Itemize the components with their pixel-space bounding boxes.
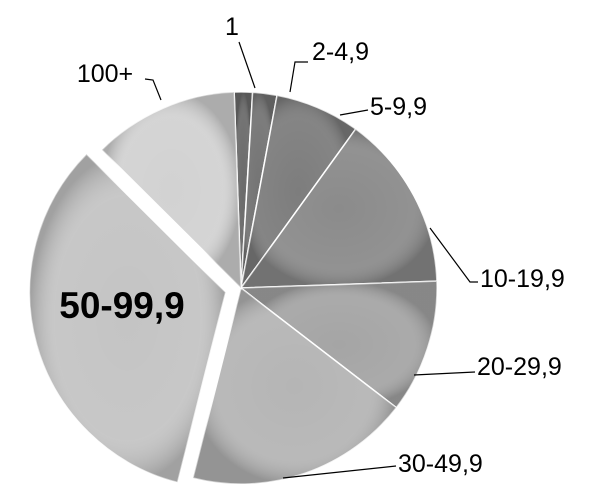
slice-labels: 1 2-4,95-9,9 10-19,9 20-29,9 30-49,9 50-99,9 1… [59,13,565,478]
pie-slices [28,91,438,485]
pie-slice-shading-100 [101,92,241,289]
slice-label-5-9-9: 5-9,9 [370,93,427,121]
slice-label-50-99-9: 50-99,9 [59,285,185,326]
leader-line-30-49-9 [282,465,397,479]
pie-slice-shading-1 [234,91,253,288]
pie-slice-shading-5-9-9 [241,95,356,288]
leader-line-100 [144,78,162,101]
pie-slice-shading-30-49-9 [192,288,397,484]
slice-label-1: 1 [225,13,239,41]
slice-label-30-49-9: 30-49,9 [398,450,483,478]
pie-slice-shading-20-29-9 [241,281,437,408]
pie-slice-shading-50-99-9 [29,154,226,483]
pie-slice-shading-10-19-9 [241,129,437,288]
leader-line-5-9-9 [339,109,369,116]
leader-line-10-19-9 [429,227,478,283]
slice-label-10-19-9: 10-19,9 [480,265,565,293]
slice-label-20-29-9: 20-29,9 [477,353,562,381]
leader-line-2-4-9 [289,61,308,93]
leader-lines [144,41,478,479]
slice-label-100: 100+ [77,60,133,88]
leader-line-20-29-9 [413,371,476,376]
slice-label-2-4-9: 2-4,9 [312,38,369,66]
leader-line-1 [238,41,256,89]
